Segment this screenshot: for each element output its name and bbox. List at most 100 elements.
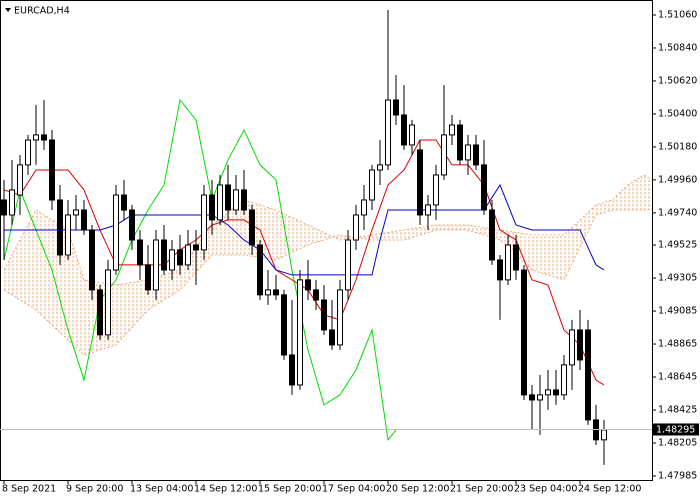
candle-body (65, 214, 71, 256)
candle-body (113, 194, 119, 271)
current-price-box (653, 423, 699, 436)
candle-body (89, 229, 95, 291)
candle-body (369, 169, 375, 201)
candle-body (289, 354, 295, 386)
candle-body (25, 139, 31, 166)
candle-body (297, 279, 303, 386)
candle-body (521, 269, 527, 396)
candle-body (81, 209, 87, 231)
candle-body (209, 194, 215, 221)
candle-body (441, 134, 447, 176)
y-tick-label: 1.50620 (658, 75, 697, 86)
x-tick-label: 14 Sep 12:00 (194, 484, 257, 495)
candle-body (529, 394, 535, 401)
candle-body (513, 244, 519, 271)
current-price-label: 1.48295 (656, 424, 695, 435)
x-tick-label: 20 Sep 12:00 (386, 484, 449, 495)
candle-body (585, 329, 591, 421)
y-tick-label: 1.48205 (658, 437, 697, 448)
y-tick-label: 1.49305 (658, 273, 697, 284)
candle-body (505, 244, 511, 281)
candle-body (545, 389, 551, 396)
y-tick-label: 1.49085 (658, 306, 697, 317)
candle-body (313, 289, 319, 301)
candle-body (569, 329, 575, 366)
candle-body (97, 289, 103, 336)
candle-body (57, 199, 63, 256)
candle-body (121, 194, 127, 211)
candle-body (233, 189, 239, 211)
candle-body (257, 244, 263, 296)
candle-body (169, 249, 175, 271)
y-tick-label: 1.49525 (658, 240, 697, 251)
candle-body (145, 264, 151, 291)
y-tick-label: 1.48865 (658, 339, 697, 350)
candle-body (265, 289, 271, 296)
y-tick-label: 1.50840 (658, 42, 697, 53)
candle-body (337, 289, 343, 346)
candle-body (393, 99, 399, 116)
y-tick-label: 1.48425 (658, 404, 697, 415)
y-tick-label: 1.47985 (658, 470, 697, 481)
candle-body (561, 364, 567, 396)
candle-body (361, 199, 367, 216)
candle-body (409, 124, 415, 146)
candle-body (73, 209, 79, 216)
x-tick-label: 8 Sep 2021 (2, 484, 56, 495)
x-tick-label: 21 Sep 20:00 (450, 484, 513, 495)
y-tick-label: 1.48645 (658, 372, 697, 383)
candle-body (457, 124, 463, 161)
candle-body (353, 214, 359, 241)
x-tick-label: 23 Sep 04:00 (514, 484, 577, 495)
x-tick-label: 24 Sep 12:00 (578, 484, 641, 495)
candle-body (329, 329, 335, 346)
candle-body (473, 144, 479, 166)
indicator-line (4, 183, 605, 276)
candle-body (577, 329, 583, 361)
candle-body (177, 249, 183, 266)
y-tick-label: 1.49740 (658, 207, 697, 218)
candle-body (17, 164, 23, 196)
candle-body (217, 184, 223, 221)
candle-body (153, 239, 159, 291)
candle-body (9, 189, 15, 216)
candle-body (305, 279, 311, 291)
candle-body (137, 239, 143, 266)
candle-body (417, 149, 423, 216)
plot-area (1, 10, 652, 465)
candle-body (537, 394, 543, 401)
candle-body (1, 199, 7, 216)
candle-body (241, 189, 247, 211)
candle-body (489, 209, 495, 261)
candle-body (321, 299, 327, 331)
plot-frame (0, 0, 653, 481)
candle-body (601, 429, 607, 441)
candle-body (273, 289, 279, 296)
x-tick-label: 15 Sep 20:00 (258, 484, 321, 495)
candle-body (385, 99, 391, 166)
y-tick-label: 1.50400 (658, 108, 697, 119)
candle-body (129, 209, 135, 241)
menu-triangle[interactable] (5, 8, 11, 12)
candle-body (161, 239, 167, 271)
chart-title: EURCAD,H4 (14, 6, 70, 17)
candle-body (41, 134, 47, 141)
cloud-fill (4, 174, 652, 355)
candle-body (497, 259, 503, 281)
x-tick-label: 13 Sep 04:00 (130, 484, 193, 495)
y-tick-label: 1.50180 (658, 141, 697, 152)
candle-body (377, 164, 383, 171)
candle-body (433, 174, 439, 206)
candle-body (49, 139, 55, 201)
candle-body (201, 194, 207, 251)
candle-body (33, 134, 39, 141)
candle-body (449, 124, 455, 136)
candle-body (225, 184, 231, 211)
candle-body (553, 389, 559, 396)
candle-body (401, 114, 407, 146)
candle-body (193, 244, 199, 251)
candle-body (425, 204, 431, 216)
candle-body (105, 269, 111, 336)
candle-body (465, 144, 471, 161)
